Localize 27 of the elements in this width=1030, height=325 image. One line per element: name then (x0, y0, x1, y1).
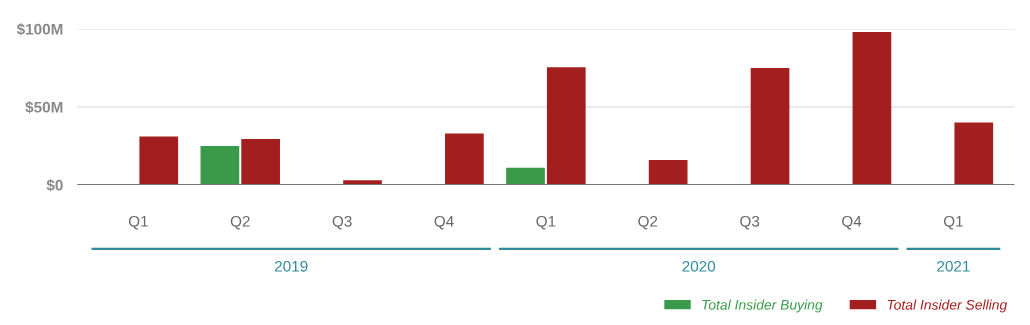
x-tick-label: Q1 (128, 215, 148, 230)
bar (241, 138, 280, 185)
x-tick-label: Q3 (740, 215, 760, 230)
y-tick-label: $0 (46, 179, 63, 192)
legend-label: Total Insider Buying (702, 299, 823, 313)
x-tick-label: Q4 (842, 215, 862, 230)
bar (648, 159, 688, 185)
bar (546, 67, 586, 185)
y-tick-label: $100M (16, 23, 63, 36)
x-tick-label: Q3 (332, 215, 352, 230)
bar (445, 133, 484, 185)
text: 2019 (274, 260, 308, 272)
bar (506, 167, 545, 185)
bar (954, 122, 994, 185)
x-tick-label: Q2 (230, 215, 250, 230)
legend-label: Total Insider Selling (887, 299, 1008, 313)
text: 2020 (682, 260, 716, 272)
bar (200, 145, 240, 185)
x-tick-label: Q4 (434, 215, 454, 230)
text: 2021 (937, 260, 970, 272)
y-tick-label: $50M (25, 101, 63, 114)
x-tick-label: Q2 (638, 215, 658, 230)
x-tick-label: Q1 (943, 215, 963, 230)
x-tick-label: Q1 (536, 215, 556, 230)
bar (750, 67, 790, 185)
bar (852, 32, 892, 185)
bar (139, 136, 179, 185)
